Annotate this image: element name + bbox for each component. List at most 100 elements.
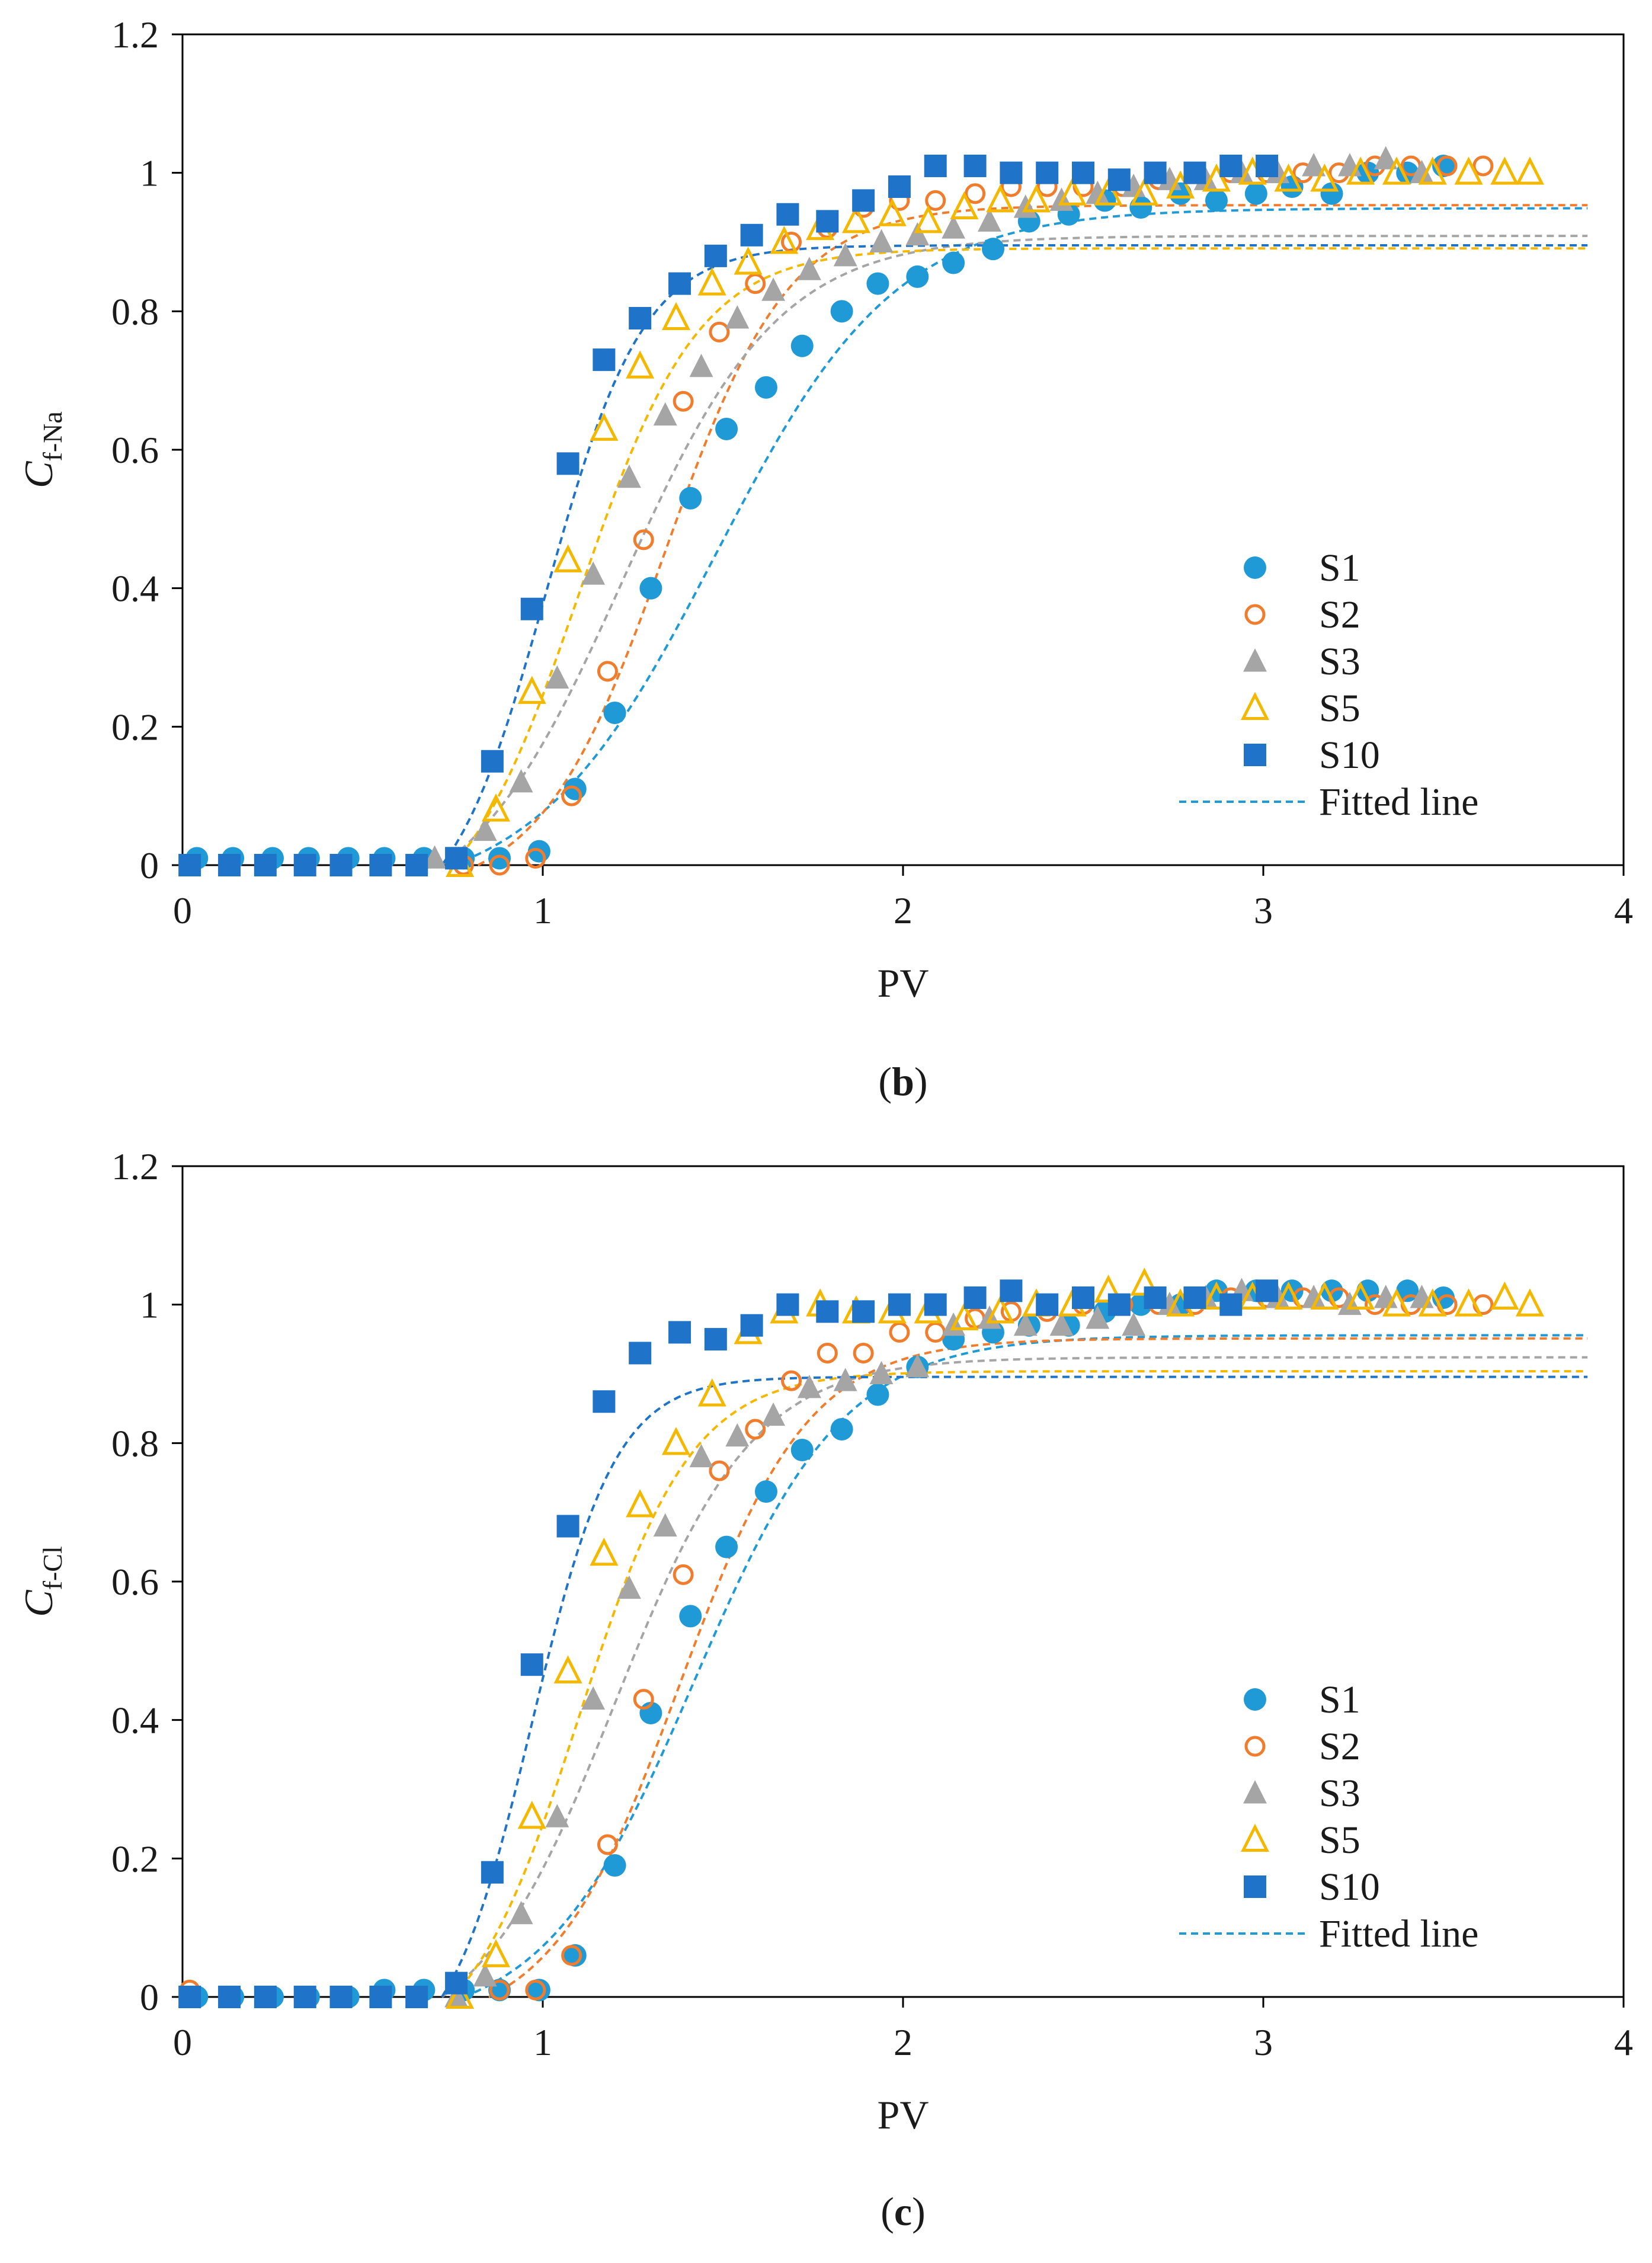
fitted-line-s3: [441, 1356, 1588, 1998]
series-s3: [422, 146, 1434, 869]
y-tick-label: 0: [140, 844, 159, 886]
data-point-s3: [545, 1804, 569, 1827]
data-point-s5: [1022, 184, 1051, 213]
data-point-s2: [597, 661, 618, 682]
data-point-s2: [709, 1460, 730, 1481]
data-point-s2: [1436, 155, 1458, 177]
fitted-line-s1: [452, 207, 1588, 866]
data-point-s3: [653, 402, 677, 426]
data-point-s5: [1346, 1281, 1375, 1310]
data-point-s5: [1382, 1288, 1411, 1317]
data-point-s5: [950, 1302, 979, 1331]
data-point-s10: [369, 854, 392, 876]
data-point-s10: [1036, 161, 1059, 184]
data-point-s1: [1129, 196, 1152, 219]
legend-marker-s3: [1243, 648, 1267, 672]
data-point-s1: [942, 251, 965, 274]
data-point-s1: [527, 1979, 550, 2002]
data-point-s10: [963, 1286, 987, 1309]
data-point-s1: [1205, 189, 1228, 212]
legend-marker-s5: [1240, 1823, 1270, 1852]
data-point-s3: [509, 1900, 533, 1925]
x-tick-label: 4: [1614, 2021, 1633, 2063]
chart-panel-b: 0 0.2 0.4 0.6 0.8 1 1.2 0 1 2 3 4 PV Cf-Na S1S2S3S5S10…: [16, 14, 1633, 1104]
data-point-s5: [1454, 1288, 1483, 1317]
data-point-s2: [633, 1689, 654, 1710]
data-point-s10: [254, 1986, 277, 2008]
data-point-s3: [545, 665, 569, 689]
data-point-s1: [906, 265, 929, 288]
data-point-s5: [1310, 1281, 1339, 1310]
data-point-s5: [1454, 156, 1483, 185]
x-tick-label: 1: [533, 889, 552, 932]
data-point-s10: [1000, 161, 1023, 184]
data-point-s2: [525, 1979, 546, 2000]
data-point-s5: [914, 205, 943, 233]
data-point-s2: [965, 183, 986, 204]
data-point-s5: [697, 1378, 726, 1407]
y-axis-label: Cf-Na: [16, 411, 68, 488]
x-tick-label: 4: [1614, 889, 1633, 932]
data-point-s10: [520, 597, 543, 620]
data-point-s3: [617, 1575, 641, 1599]
data-point-s1: [754, 1480, 777, 1503]
data-point-s1: [790, 1439, 814, 1462]
series-s3: [444, 1278, 1434, 2008]
data-point-s2: [889, 1321, 910, 1343]
data-point-s1: [790, 334, 814, 357]
data-point-s5: [878, 198, 907, 226]
legend-marker-s10: [1244, 744, 1266, 766]
data-point-s5: [517, 676, 546, 704]
data-point-s3: [1013, 1312, 1038, 1336]
data-point-s10: [963, 154, 987, 177]
data-point-s2: [1472, 155, 1494, 177]
x-axis-label: PV: [878, 2092, 929, 2137]
y-tick-label: 0.8: [111, 1422, 159, 1464]
data-point-s10: [1183, 161, 1206, 184]
data-point-s10: [1183, 1286, 1206, 1309]
data-point-s5: [1490, 1281, 1519, 1310]
data-point-s5: [553, 544, 582, 572]
y-axis-label-subscript: f-Na: [37, 411, 68, 461]
data-point-s5: [1166, 170, 1195, 199]
data-point-s5: [553, 1655, 582, 1683]
data-point-s5: [770, 226, 799, 254]
data-point-s3: [761, 1402, 786, 1426]
legend-label-s1: S1: [1319, 546, 1360, 590]
data-point-s10: [445, 1971, 468, 1995]
data-point-s10: [405, 854, 428, 876]
data-point-s5: [1310, 163, 1339, 192]
legend-label-s3: S3: [1319, 1772, 1360, 1815]
data-point-s10: [668, 272, 691, 295]
x-tick-label: 0: [173, 2021, 192, 2063]
legend-label-s5: S5: [1319, 1819, 1360, 1862]
x-tick-label: 2: [894, 2021, 913, 2063]
data-point-s5: [661, 1426, 690, 1455]
svg-text:Cf-Na: Cf-Na: [16, 411, 68, 488]
data-point-s2: [745, 273, 766, 295]
data-point-s10: [329, 854, 353, 876]
y-axis-label-symbol: C: [16, 1590, 61, 1617]
data-point-s3: [581, 1686, 606, 1710]
data-point-s10: [740, 223, 763, 247]
data-point-s3: [1086, 180, 1110, 204]
data-point-s10: [852, 189, 875, 212]
fitted-line-s5: [452, 1370, 1588, 1998]
data-point-s10: [1072, 161, 1094, 184]
data-point-s10: [704, 244, 727, 267]
data-point-s3: [797, 257, 821, 280]
data-point-s3: [689, 1443, 713, 1468]
y-axis-label-subscript: f-Cl: [37, 1546, 68, 1590]
fitted-line-s1: [463, 1334, 1588, 1998]
legend-label-s10: S10: [1319, 1865, 1380, 1909]
data-point-s1: [866, 1383, 889, 1406]
legend-marker-s2: [1244, 1736, 1266, 1757]
data-point-s10: [556, 1515, 580, 1538]
data-point-s10: [293, 1986, 316, 2008]
data-point-s10: [1036, 1293, 1059, 1316]
x-tick-label: 1: [533, 2021, 552, 2063]
data-point-s5: [1058, 177, 1087, 206]
data-point-s1: [488, 847, 511, 870]
data-point-s2: [745, 1419, 766, 1440]
